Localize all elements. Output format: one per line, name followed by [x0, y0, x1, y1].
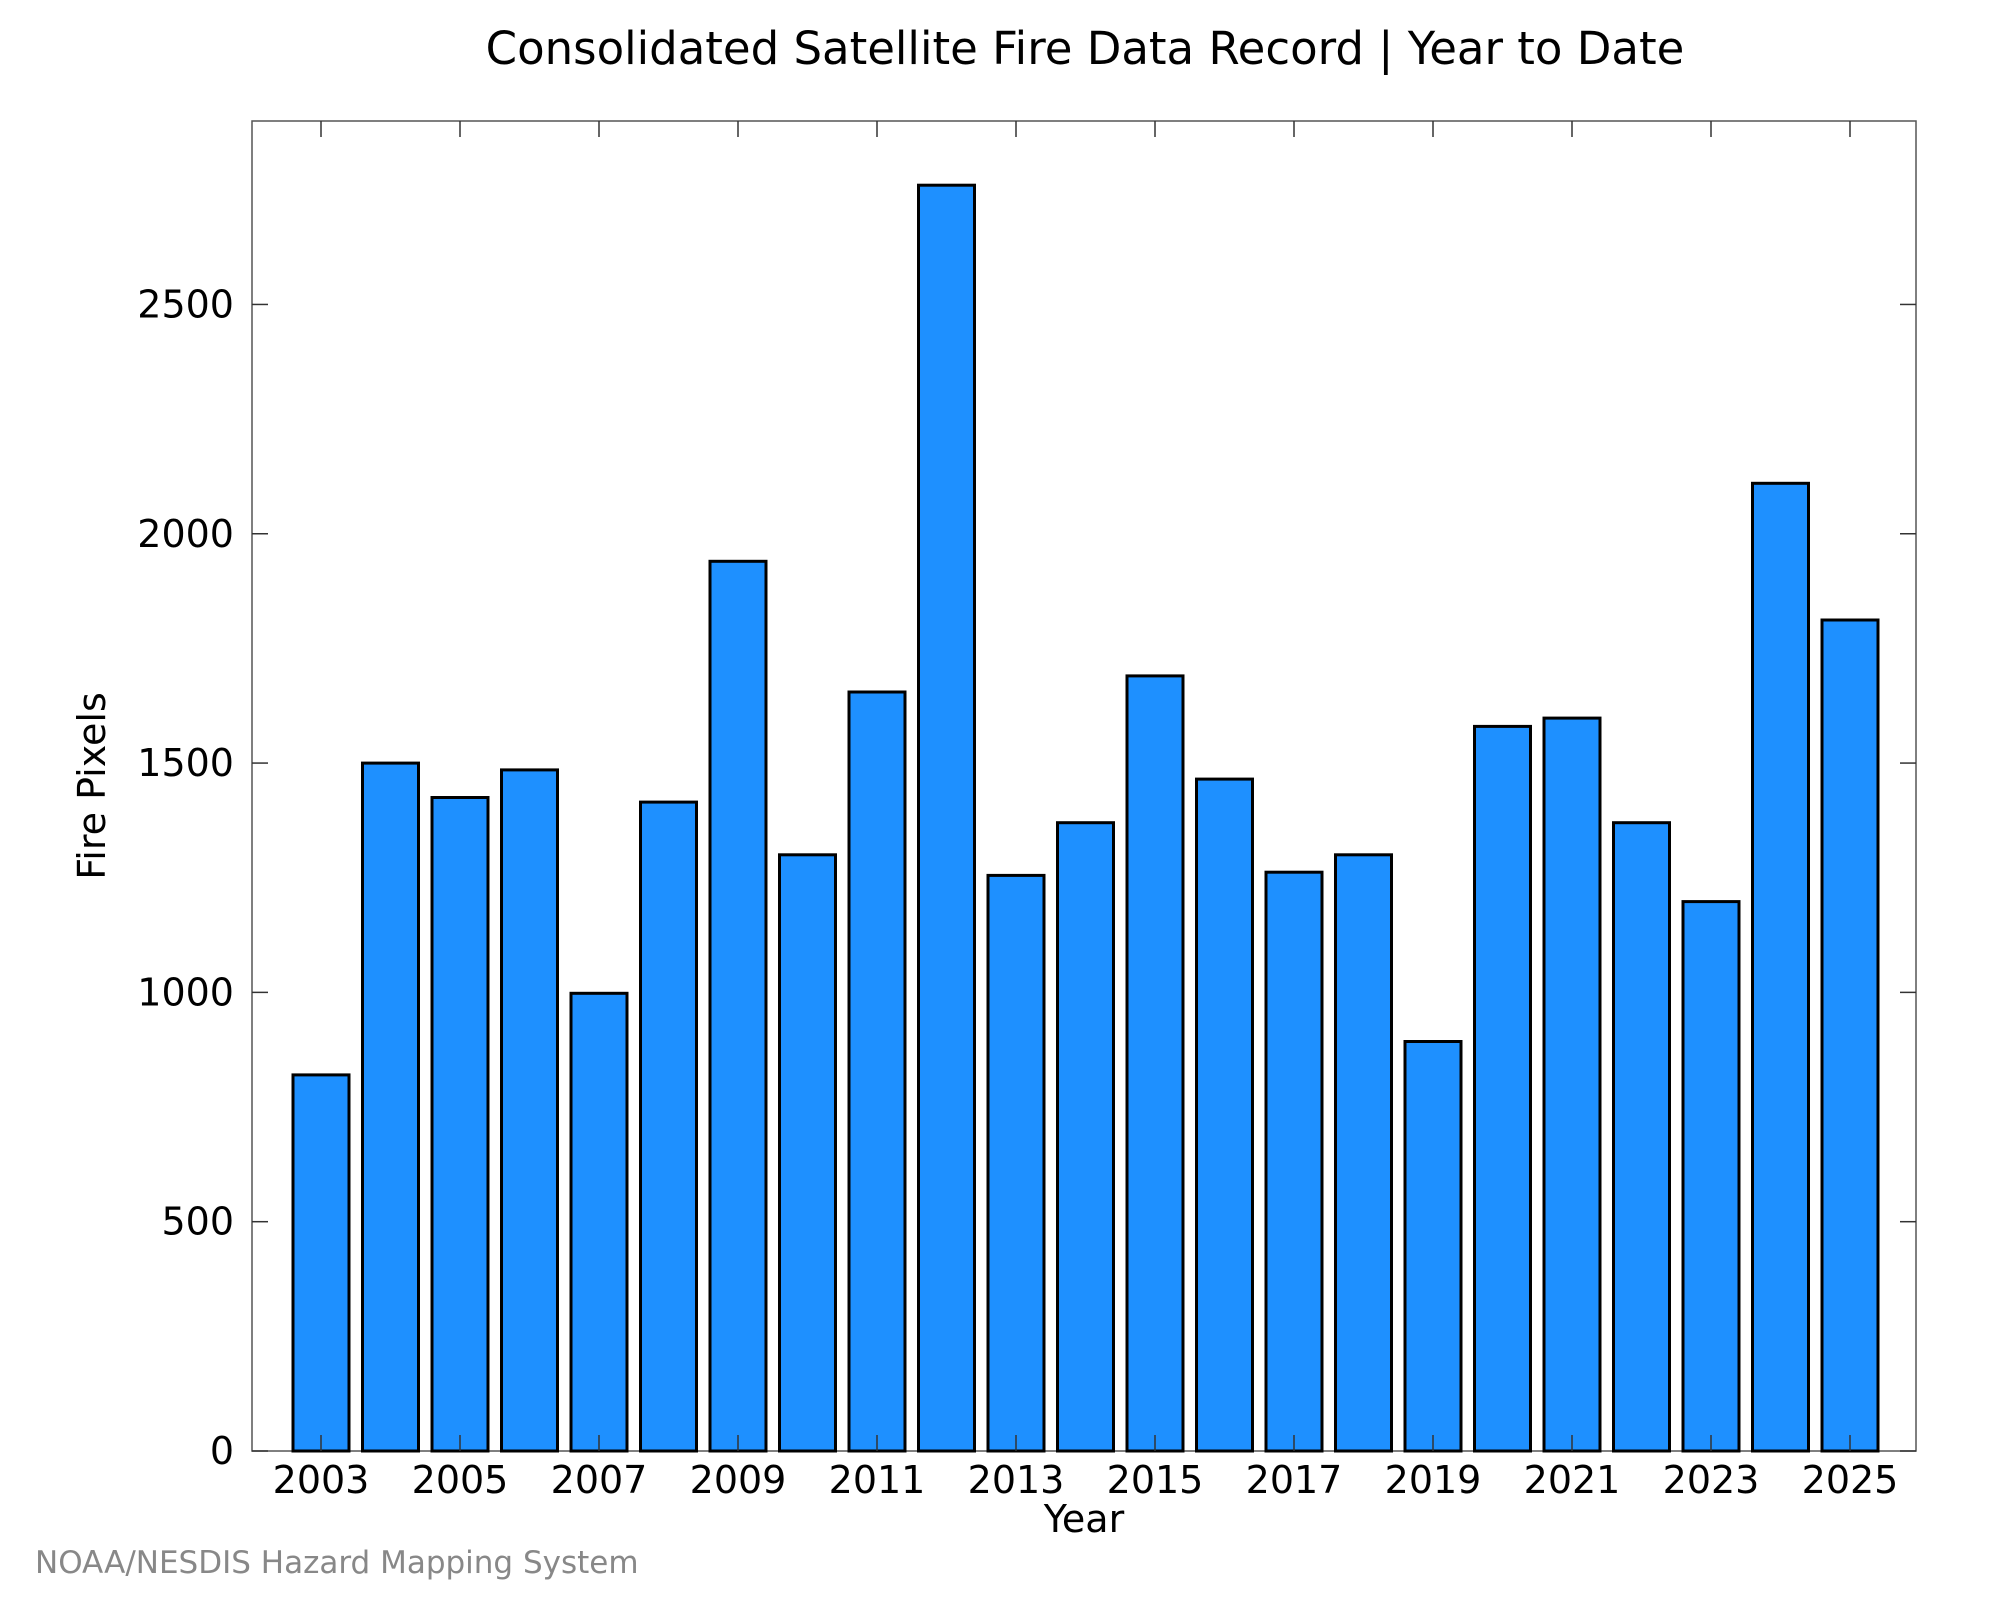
x-axis: 2003 2005 2007 2009 2011 2013 2015 2017 2019 2021… [273, 121, 1899, 1502]
bar-2020 [1473, 724, 1532, 1453]
bar-2010 [778, 853, 837, 1453]
bar-2004 [361, 761, 420, 1453]
y-tick-label: 1000 [137, 970, 234, 1014]
bar-2018 [1334, 853, 1393, 1453]
bar-2024 [1751, 481, 1810, 1453]
bar-2025 [1820, 618, 1880, 1453]
x-tick-label: 2023 [1663, 1458, 1760, 1502]
x-tick-label: 2013 [968, 1458, 1065, 1502]
bar-2021 [1542, 716, 1602, 1453]
x-tick-label: 2011 [829, 1458, 926, 1502]
bar-2008 [639, 800, 698, 1453]
x-tick-label: 2005 [412, 1458, 509, 1502]
y-tick-label: 2000 [137, 512, 234, 556]
x-tick-label: 2015 [1107, 1458, 1204, 1502]
bar-2016 [1195, 777, 1254, 1453]
bar-2005 [430, 796, 490, 1453]
chart-title: Consolidated Satellite Fire Data Record … [486, 22, 1685, 75]
bar-2011 [847, 690, 907, 1453]
y-tick-label: 500 [161, 1200, 234, 1244]
bar-2003 [291, 1073, 351, 1453]
x-tick-label: 2017 [1246, 1458, 1343, 1502]
x-axis-label: Year [1043, 1497, 1125, 1541]
bar-2007 [569, 991, 629, 1453]
x-tick-label: 2003 [273, 1458, 370, 1502]
bar-2015 [1125, 674, 1185, 1453]
bars-group [291, 183, 1880, 1453]
bar-2022 [1612, 821, 1671, 1453]
bar-2023 [1681, 900, 1741, 1453]
bar-2013 [986, 873, 1046, 1453]
x-tick-label: 2021 [1524, 1458, 1621, 1502]
bar-2012 [917, 183, 976, 1453]
x-tick-label: 2009 [690, 1458, 787, 1502]
y-tick-label: 0 [210, 1429, 234, 1473]
bar-2014 [1056, 821, 1115, 1453]
y-axis-label: Fire Pixels [70, 692, 114, 880]
bar-2019 [1403, 1040, 1463, 1453]
x-tick-label: 2007 [551, 1458, 648, 1502]
y-tick-label: 2500 [137, 282, 234, 326]
x-tick-label: 2019 [1385, 1458, 1482, 1502]
y-tick-label: 1500 [137, 741, 234, 785]
credit-text: NOAA/NESDIS Hazard Mapping System [35, 1545, 639, 1581]
y-axis: 0 500 1000 1500 2000 2500 [137, 282, 1916, 1473]
bar-2006 [500, 768, 559, 1453]
bar-2009 [708, 559, 768, 1453]
x-tick-label: 2025 [1802, 1458, 1899, 1502]
bar-2017 [1264, 870, 1324, 1453]
